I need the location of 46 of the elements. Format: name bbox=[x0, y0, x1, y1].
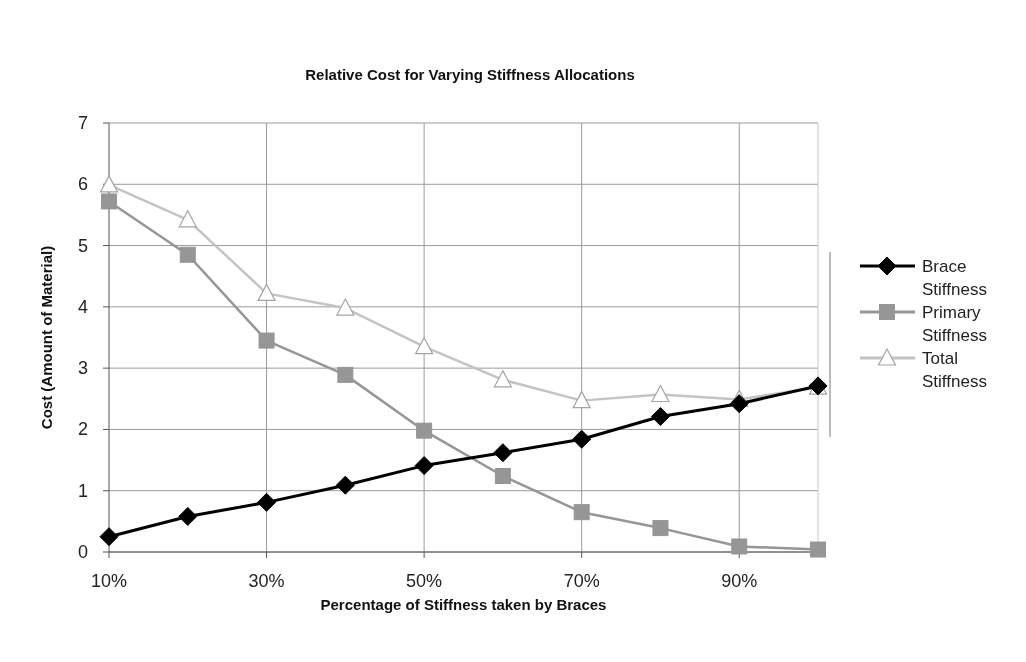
y-tick-label: 5 bbox=[77, 235, 89, 256]
point bbox=[336, 298, 355, 316]
point bbox=[178, 210, 197, 228]
x-axis-title: Percentage of Stiffness taken by Braces bbox=[320, 596, 607, 613]
y-tick-label: 7 bbox=[77, 113, 89, 133]
point bbox=[414, 456, 434, 476]
x-tick-label: 30% bbox=[248, 571, 285, 591]
point bbox=[257, 492, 277, 512]
point bbox=[652, 520, 669, 537]
y-tick-label: 1 bbox=[77, 480, 89, 501]
point bbox=[257, 283, 276, 301]
x-tick-label: 50% bbox=[406, 571, 443, 591]
point bbox=[731, 538, 748, 555]
legend-label: Brace Stiffness bbox=[922, 257, 987, 299]
point bbox=[572, 429, 592, 449]
point bbox=[335, 475, 355, 495]
point bbox=[178, 506, 198, 526]
point bbox=[650, 407, 670, 427]
point bbox=[810, 541, 826, 558]
point bbox=[258, 332, 275, 349]
legend-label: Primary Stiffness bbox=[922, 303, 987, 345]
point bbox=[179, 246, 196, 263]
y-tick-label: 6 bbox=[77, 174, 89, 195]
point bbox=[99, 527, 119, 547]
point bbox=[415, 337, 434, 355]
point bbox=[573, 504, 590, 521]
point bbox=[337, 366, 354, 383]
y-tick-label: 3 bbox=[77, 358, 89, 379]
legend-label: Total Stiffness bbox=[922, 349, 987, 391]
point bbox=[572, 391, 591, 409]
y-axis-title: Cost (Amount of Material) bbox=[38, 245, 55, 430]
x-tick-label: 70% bbox=[563, 571, 600, 591]
point bbox=[99, 175, 119, 193]
chart-title: Relative Cost for Varying Stiffness Allocations bbox=[305, 66, 635, 83]
point bbox=[494, 468, 511, 485]
point bbox=[416, 422, 433, 439]
point bbox=[493, 443, 513, 463]
point bbox=[101, 193, 117, 210]
point bbox=[651, 384, 670, 403]
x-tick-label: 10% bbox=[90, 571, 128, 591]
y-tick-label: 4 bbox=[77, 296, 89, 317]
y-tick-label: 0 bbox=[77, 542, 89, 562]
y-tick-label: 2 bbox=[77, 419, 89, 440]
x-tick-label: 90% bbox=[721, 571, 758, 591]
point bbox=[729, 394, 749, 414]
point bbox=[493, 370, 512, 388]
